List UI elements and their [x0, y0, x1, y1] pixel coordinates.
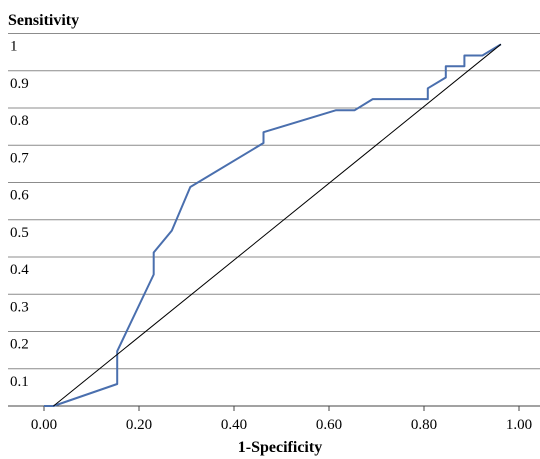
x-tick-label: 0.40 [221, 417, 247, 433]
y-tick-label: 0.6 [10, 188, 29, 204]
y-tick-label: 0.3 [10, 299, 29, 315]
y-tick-label: 0.7 [10, 150, 29, 166]
y-tick-label: 0.4 [10, 262, 29, 278]
y-axis-title: Sensitivity [8, 12, 79, 29]
y-tick-label: 0.2 [10, 337, 29, 353]
x-tick-label: 0.00 [31, 417, 57, 433]
y-tick-label: 0.8 [10, 113, 29, 129]
x-axis-title: 1-Specificity [238, 439, 322, 456]
x-tick-label: 0.80 [411, 417, 437, 433]
y-tick-label: 0.9 [10, 76, 29, 92]
roc-curve [44, 43, 502, 407]
x-tick-label: 0.60 [316, 417, 342, 433]
y-tick-label: 0.1 [10, 374, 29, 390]
y-tick-label: 0.5 [10, 225, 29, 241]
y-tick-label: 1 [10, 39, 18, 55]
reference-diagonal [53, 43, 502, 407]
gridlines [8, 33, 540, 411]
y-tick-labels: 0.1 0.2 0.3 0.4 0.5 0.6 0.7 0.8 0.9 1 [10, 39, 29, 390]
x-tick-label: 0.20 [126, 417, 152, 433]
plot-series [44, 43, 502, 407]
x-tick-label: 1.00 [506, 417, 532, 433]
x-tick-labels: 0.00 0.20 0.40 0.60 0.80 1.00 [31, 417, 532, 433]
